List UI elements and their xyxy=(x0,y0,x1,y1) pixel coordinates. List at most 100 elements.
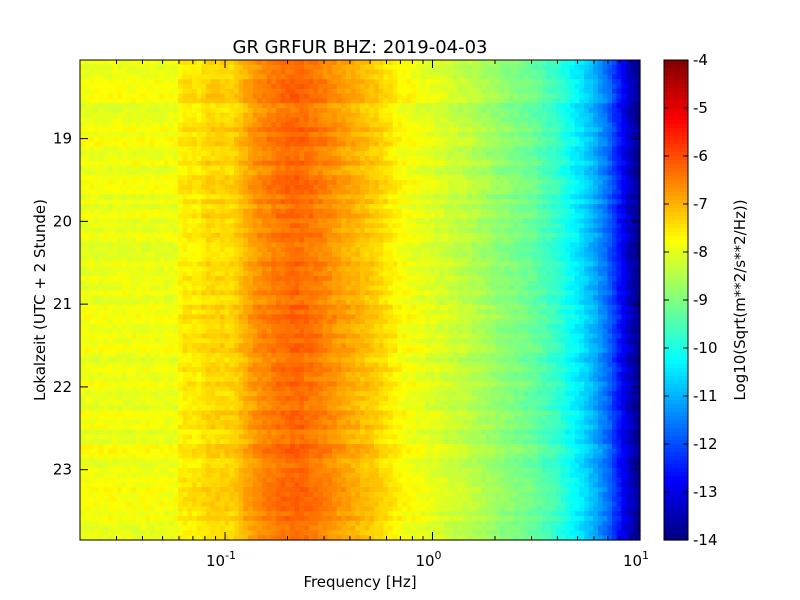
heatmap-cell xyxy=(308,98,314,104)
heatmap-cell xyxy=(126,468,132,474)
heatmap-cell xyxy=(290,266,296,272)
heatmap-cell xyxy=(192,516,198,522)
heatmap-cell xyxy=(187,242,193,248)
heatmap-cell xyxy=(229,165,235,171)
heatmap-cell xyxy=(224,319,230,325)
heatmap-cell xyxy=(206,290,212,296)
heatmap-cell xyxy=(117,496,123,503)
heatmap-cell xyxy=(159,280,165,287)
heatmap-cell xyxy=(117,256,123,263)
heatmap-cell xyxy=(271,79,277,85)
heatmap-cell xyxy=(210,242,216,248)
heatmap-cell xyxy=(131,141,137,147)
heatmap-cell xyxy=(192,468,198,474)
heatmap-cell xyxy=(159,175,165,181)
heatmap-cell xyxy=(108,146,114,152)
heatmap-cell xyxy=(220,304,226,311)
heatmap-cell xyxy=(182,525,188,531)
heatmap-cell xyxy=(117,516,123,522)
heatmap-cell xyxy=(117,151,123,157)
heatmap-cell xyxy=(159,314,165,320)
heatmap-cell xyxy=(187,232,193,239)
heatmap-cell xyxy=(210,122,216,128)
heatmap-cell xyxy=(210,64,216,71)
heatmap-cell xyxy=(210,530,216,536)
heatmap-cell xyxy=(210,405,216,411)
heatmap-cell xyxy=(131,487,137,493)
heatmap-cell xyxy=(173,60,179,66)
heatmap-cell xyxy=(238,348,244,354)
heatmap-cell xyxy=(294,112,300,119)
heatmap-cell xyxy=(308,376,314,383)
heatmap-cell xyxy=(108,242,114,248)
heatmap-cell xyxy=(304,93,310,99)
heatmap-cell xyxy=(168,290,174,296)
heatmap-cell xyxy=(103,391,109,397)
heatmap-cell xyxy=(136,357,142,363)
heatmap-cell xyxy=(182,453,188,459)
heatmap-cell xyxy=(234,314,240,320)
heatmap-cell xyxy=(196,285,202,291)
heatmap-cell xyxy=(285,151,291,157)
heatmap-cell xyxy=(178,247,184,253)
heatmap-cell xyxy=(108,463,114,469)
heatmap-cell xyxy=(131,309,137,315)
heatmap-cell xyxy=(299,535,305,541)
heatmap-cell xyxy=(206,175,212,181)
heatmap-cell xyxy=(89,64,95,71)
heatmap-cell xyxy=(140,160,146,167)
heatmap-cell xyxy=(276,180,282,186)
heatmap-cell xyxy=(290,376,296,383)
heatmap-cell xyxy=(122,261,128,267)
heatmap-cell xyxy=(206,496,212,503)
heatmap-cell xyxy=(280,74,286,80)
heatmap-cell xyxy=(243,261,249,267)
heatmap-cell xyxy=(164,218,170,224)
heatmap-cell xyxy=(89,463,95,469)
heatmap-cell xyxy=(94,180,100,186)
heatmap-cell xyxy=(98,352,104,359)
heatmap-cell xyxy=(187,156,193,162)
heatmap-cell xyxy=(84,213,90,219)
heatmap-cell xyxy=(187,69,193,75)
heatmap-cell xyxy=(98,79,104,85)
heatmap-cell xyxy=(308,285,314,291)
heatmap-cell xyxy=(192,88,198,95)
heatmap-cell xyxy=(103,175,109,181)
heatmap-cell xyxy=(243,69,249,75)
heatmap-cell xyxy=(145,525,151,531)
heatmap-cell xyxy=(243,429,249,435)
heatmap-cell xyxy=(229,405,235,411)
heatmap-cell xyxy=(196,295,202,301)
heatmap-cell xyxy=(276,525,282,531)
heatmap-cell xyxy=(201,84,207,90)
heatmap-cell xyxy=(243,74,249,80)
heatmap-cell xyxy=(196,434,202,440)
heatmap-cell xyxy=(201,208,207,215)
heatmap-cell xyxy=(164,122,170,128)
heatmap-cell xyxy=(89,252,95,258)
heatmap-cell xyxy=(140,103,146,109)
heatmap-cell xyxy=(164,141,170,147)
heatmap-cell xyxy=(192,127,198,133)
heatmap-cell xyxy=(224,98,230,104)
heatmap-cell xyxy=(206,516,212,522)
heatmap-cell xyxy=(206,213,212,219)
heatmap-cell xyxy=(94,160,100,167)
heatmap-cell xyxy=(224,525,230,531)
heatmap-cell xyxy=(168,501,174,507)
heatmap-cell xyxy=(168,218,174,224)
heatmap-cell xyxy=(257,194,263,200)
heatmap-cell xyxy=(80,285,86,291)
heatmap-cell xyxy=(168,74,174,80)
heatmap-cell xyxy=(192,84,198,90)
heatmap-cell xyxy=(248,194,254,200)
heatmap-cell xyxy=(168,525,174,531)
heatmap-cell xyxy=(248,386,254,392)
heatmap-cell xyxy=(243,525,249,531)
heatmap-cell xyxy=(145,69,151,75)
heatmap-cell xyxy=(234,482,240,488)
heatmap-cell xyxy=(215,429,221,435)
heatmap-cell xyxy=(159,88,165,95)
heatmap-cell xyxy=(294,276,300,282)
